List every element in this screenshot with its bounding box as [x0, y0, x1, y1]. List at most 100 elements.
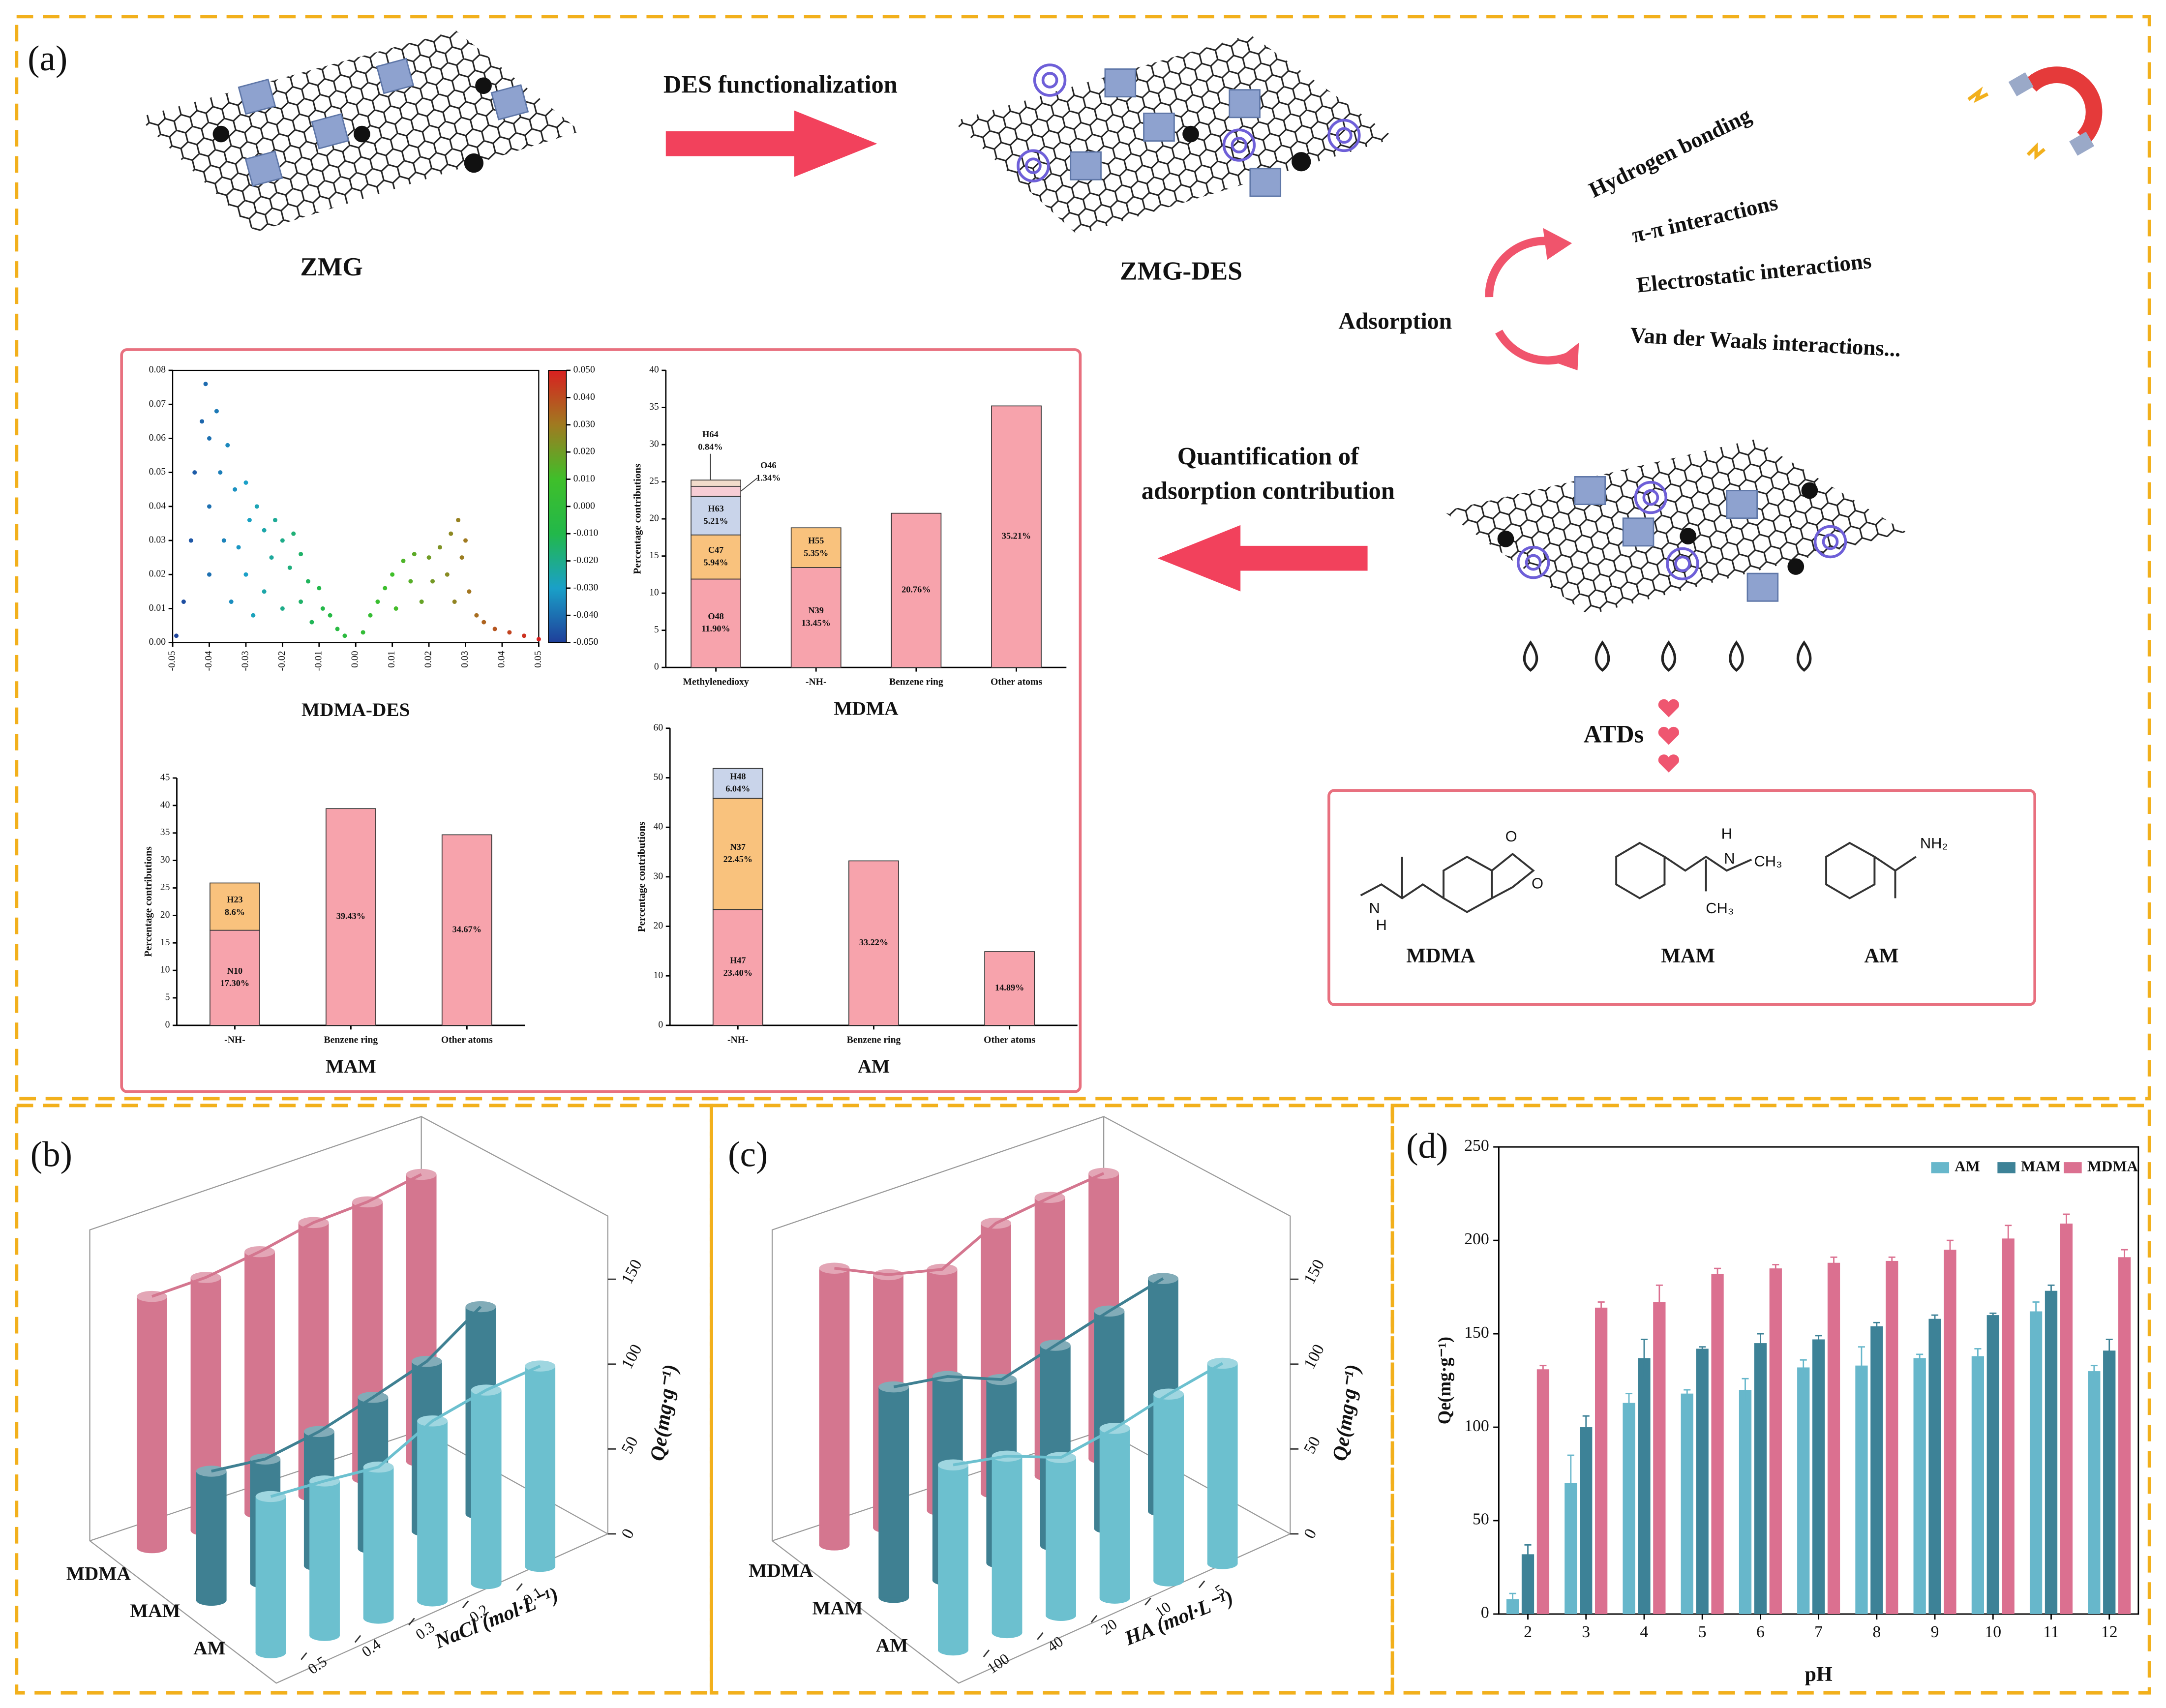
point — [328, 613, 332, 618]
point — [207, 572, 212, 577]
cube — [1104, 68, 1137, 98]
x-tick — [1198, 1580, 1205, 1588]
cube — [1070, 151, 1102, 180]
analytes-label: ATDs — [1584, 720, 1644, 748]
series-line — [151, 1173, 422, 1298]
cluster — [1041, 72, 1058, 89]
segment-name: O46 — [760, 460, 776, 470]
magnet-body — [2024, 66, 2103, 144]
legend-swatch — [1931, 1162, 1950, 1173]
bar-segment — [790, 527, 842, 568]
x-tick-label: 2 — [1524, 1623, 1532, 1641]
heart — [1658, 699, 1680, 718]
y-tick-label: 5 — [654, 624, 659, 635]
y-tick-label: 35 — [160, 827, 170, 838]
bar — [1153, 1394, 1184, 1581]
colorbar-tick-label: 0.000 — [573, 500, 595, 511]
point — [299, 552, 303, 557]
dot — [1787, 558, 1805, 575]
cluster — [1822, 533, 1839, 550]
segment-value-label: 5.21% — [704, 516, 728, 526]
legend-label: AM — [1955, 1157, 1980, 1174]
drop — [1729, 640, 1744, 672]
x-tick-label: 0.02 — [423, 651, 434, 667]
bar-segment — [326, 808, 376, 1026]
bond — [1874, 856, 1917, 872]
point — [200, 419, 205, 424]
x-tick-label: 10 — [1985, 1623, 2001, 1641]
colorbar-tick-label: 0.010 — [573, 473, 595, 484]
atom-label: NH₂ — [1920, 835, 1948, 852]
bar — [2103, 1350, 2116, 1614]
x-tick — [1037, 1632, 1044, 1640]
point — [449, 531, 453, 536]
colorbar-tick-label: -0.020 — [573, 555, 599, 566]
bar — [1536, 1369, 1550, 1614]
bar — [1046, 1457, 1076, 1616]
x-tick-label: 11 — [2043, 1623, 2059, 1641]
x-axis-label: pH — [1805, 1663, 1833, 1686]
x-tick-label: -NH- — [727, 1034, 749, 1045]
y-tick-label: 200 — [1464, 1230, 1489, 1248]
bar-segment — [210, 929, 260, 1026]
bar — [1812, 1339, 1825, 1614]
point — [214, 409, 219, 414]
panel-label: (c) — [728, 1134, 768, 1174]
magnet-pole — [2069, 131, 2095, 156]
bar — [1681, 1393, 1693, 1614]
x-tick — [462, 1600, 469, 1609]
bar — [1594, 1307, 1608, 1614]
y-tick-label: 30 — [649, 439, 659, 449]
cube — [1746, 572, 1779, 602]
point — [452, 599, 457, 604]
panel-label: (d) — [1406, 1126, 1448, 1166]
y-tick-label: 0.04 — [149, 500, 166, 511]
segment-name: H47 — [730, 956, 746, 965]
cube — [1249, 168, 1282, 197]
y-tick-label: 60 — [654, 722, 663, 733]
point — [412, 552, 417, 557]
point — [309, 620, 314, 625]
x-tick-label: 8 — [1872, 1623, 1881, 1641]
drop — [1523, 640, 1538, 672]
segment-value-label: 23.40% — [723, 968, 752, 978]
legend-swatch — [2064, 1162, 2082, 1173]
cube — [244, 150, 283, 187]
bar — [2088, 1371, 2101, 1614]
bar — [1971, 1356, 1985, 1614]
colorbar-tick-label: -0.010 — [573, 528, 599, 539]
y-tick-label: 0.00 — [149, 636, 166, 647]
molecule-box — [1327, 789, 2036, 1006]
point — [481, 620, 486, 625]
y-tick-label: 15 — [649, 550, 659, 561]
x-tick — [354, 1635, 361, 1643]
x-tick-label: Benzene ring — [847, 1034, 901, 1045]
cluster — [1033, 63, 1067, 97]
cluster — [1813, 525, 1847, 559]
drop — [1661, 640, 1676, 672]
y-tick-label: 0 — [1481, 1604, 1489, 1622]
cubes — [238, 58, 1779, 602]
arrows — [665, 110, 1368, 592]
legend-swatch — [1997, 1162, 2016, 1173]
x-tick — [1144, 1597, 1151, 1606]
point — [430, 579, 435, 584]
cycle-arrow — [1495, 330, 1569, 365]
frame-a — [15, 15, 2151, 1101]
bar-segment — [712, 768, 763, 799]
x-tick-label: 100 — [984, 1650, 1012, 1677]
series-line — [211, 1306, 482, 1473]
x-tick-label: -0.02 — [276, 651, 287, 671]
bar — [2060, 1223, 2073, 1614]
y-tick-label: 20 — [160, 909, 170, 920]
bar-segment — [790, 567, 842, 668]
bar — [1928, 1318, 1941, 1614]
frame-d — [1390, 1104, 2151, 1695]
segment-name: N37 — [730, 842, 746, 852]
point — [192, 470, 197, 475]
bar — [1653, 1302, 1666, 1614]
bar — [417, 1421, 448, 1601]
point — [272, 517, 277, 522]
bar-segment — [691, 496, 741, 536]
atom-label: O — [1532, 874, 1543, 892]
